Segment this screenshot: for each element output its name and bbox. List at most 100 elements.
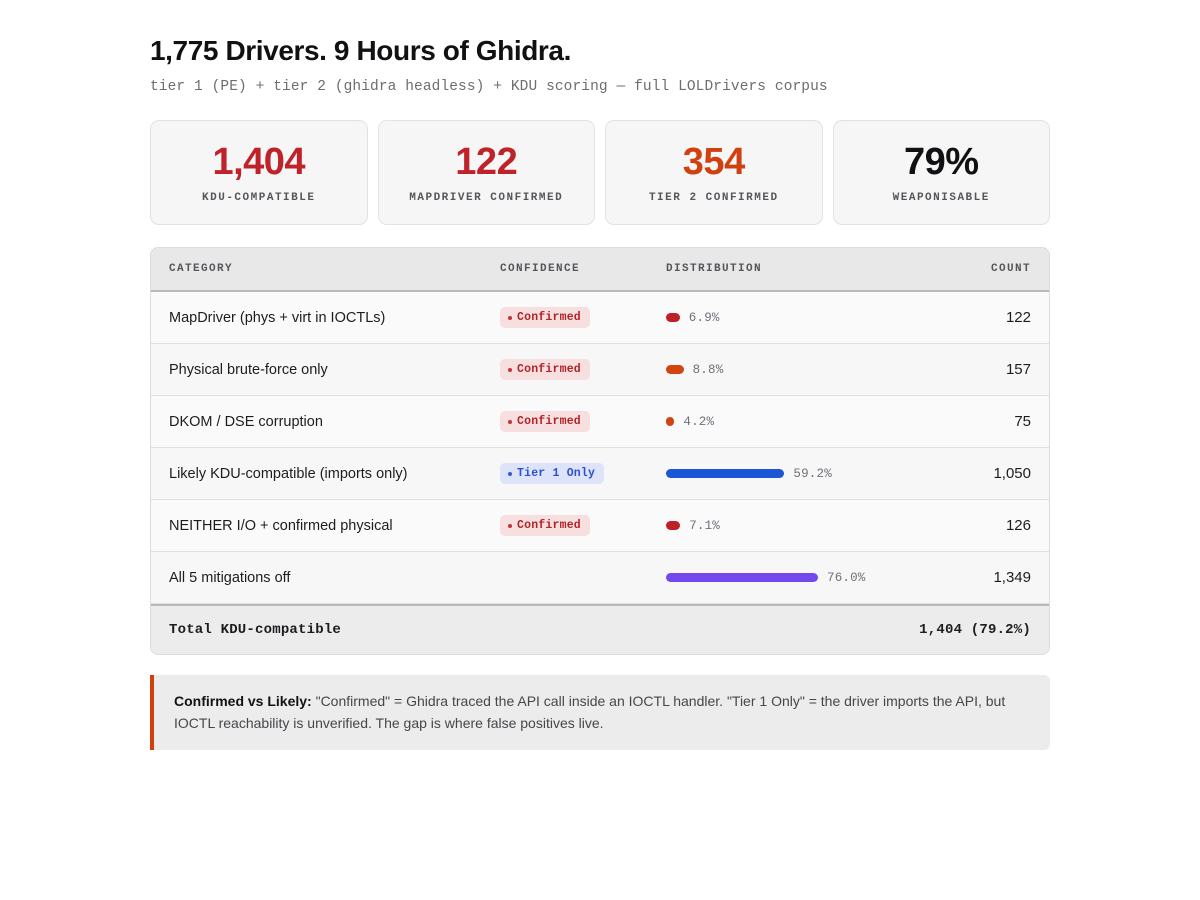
cell-distribution: 59.2% <box>666 467 921 481</box>
cell-distribution: 4.2% <box>666 415 921 429</box>
status-dot-icon <box>508 367 512 372</box>
content-container: 1,775 Drivers. 9 Hours of Ghidra. tier 1… <box>150 0 1050 750</box>
status-dot-icon <box>508 315 512 320</box>
table-header-row: CATEGORY CONFIDENCE DISTRIBUTION COUNT <box>151 248 1049 292</box>
cell-category: MapDriver (phys + virt in IOCTLs) <box>169 309 500 327</box>
distribution-percent-label: 7.1% <box>689 518 720 533</box>
table-row[interactable]: Physical brute-force only Confirmed 8.8% 15… <box>151 344 1049 396</box>
cell-distribution: 76.0% <box>666 571 921 585</box>
distribution-percent-label: 8.8% <box>692 362 724 377</box>
cell-distribution: 8.8% <box>666 363 921 377</box>
cell-category: Likely KDU-compatible (imports only) <box>169 465 500 483</box>
stat-value: 79% <box>903 141 979 183</box>
status-badge-label: Confirmed <box>517 519 581 533</box>
column-header-confidence: CONFIDENCE <box>500 263 581 275</box>
count-value: 122 <box>1005 308 1031 326</box>
category-label: NEITHER I/O + confirmed physical <box>169 517 393 534</box>
stat-card-weaponisable: 79% WEAPONISABLE <box>832 120 1050 225</box>
distribution-bar-track <box>666 573 818 582</box>
cell-count: 75 <box>921 413 1031 431</box>
cell-category: NEITHER I/O + confirmed physical <box>169 517 500 535</box>
category-label: All 5 mitigations off <box>169 569 291 586</box>
table-row[interactable]: All 5 mitigations off 76.0% 1,349 <box>151 552 1049 604</box>
distribution-bar-track <box>666 365 684 374</box>
count-value: 1,349 <box>993 568 1031 586</box>
table-body: MapDriver (phys + virt in IOCTLs) Confirm… <box>151 292 1049 604</box>
status-badge: Confirmed <box>500 359 590 381</box>
cell-count: 1,050 <box>921 465 1031 483</box>
note-body: "Confirmed" = Ghidra traced the API call… <box>174 693 1006 731</box>
distribution-percent-label: 6.9% <box>688 310 720 325</box>
status-badge: Confirmed <box>500 515 590 537</box>
distribution-bar-fill <box>666 573 818 582</box>
status-badge: Confirmed <box>500 307 590 329</box>
status-badge-label: Confirmed <box>517 363 581 377</box>
stat-card-kdu-compatible: 1,404 KDU-COMPATIBLE <box>150 120 368 225</box>
status-badge: Tier 1 Only <box>500 463 605 485</box>
table-row[interactable]: DKOM / DSE corruption Confirmed 4.2% 75 <box>151 396 1049 448</box>
status-badge-label: Tier 1 Only <box>517 467 596 481</box>
cell-confidence: Confirmed <box>500 515 666 537</box>
distribution-bar-track <box>666 313 680 322</box>
cell-confidence: Confirmed <box>500 307 666 329</box>
page-subtitle: tier 1 (PE) + tier 2 (ghidra headless) +… <box>150 79 828 95</box>
category-label: Likely KDU-compatible (imports only) <box>169 465 408 482</box>
table-row[interactable]: MapDriver (phys + virt in IOCTLs) Confirm… <box>151 292 1049 344</box>
cell-confidence: Confirmed <box>500 411 666 433</box>
cell-category: Physical brute-force only <box>169 361 500 379</box>
distribution-percent-label: 76.0% <box>827 570 866 585</box>
category-label: DKOM / DSE corruption <box>169 413 323 430</box>
status-badge: Confirmed <box>500 411 590 433</box>
count-value: 75 <box>1014 412 1031 430</box>
page-title: 1,775 Drivers. 9 Hours of Ghidra. <box>150 35 571 66</box>
cell-category: All 5 mitigations off <box>169 569 500 587</box>
table-footer-row: Total KDU-compatible 1,404 (79.2%) <box>151 604 1049 654</box>
stat-label: KDU-COMPATIBLE <box>202 192 316 204</box>
count-value: 126 <box>1005 516 1031 534</box>
column-header-distribution: DISTRIBUTION <box>666 263 763 275</box>
distribution-bar-track <box>666 417 675 426</box>
distribution-percent-label: 4.2% <box>683 414 715 429</box>
cell-category: DKOM / DSE corruption <box>169 413 500 431</box>
status-dot-icon <box>508 471 512 476</box>
status-dot-icon <box>508 523 512 528</box>
stat-label: MAPDRIVER CONFIRMED <box>409 192 564 204</box>
category-label: MapDriver (phys + virt in IOCTLs) <box>169 309 386 326</box>
distribution-percent-label: 59.2% <box>793 466 832 481</box>
cell-count: 1,349 <box>921 569 1031 587</box>
distribution-bar-fill <box>666 313 680 322</box>
stat-card-group: 1,404 KDU-COMPATIBLE 122 MAPDRIVER CONFI… <box>150 120 1050 225</box>
total-value: 1,404 (79.2%) <box>919 622 1031 638</box>
count-value: 1,050 <box>993 464 1031 482</box>
status-badge-label: Confirmed <box>517 311 581 325</box>
stat-card-mapdriver-confirmed: 122 MAPDRIVER CONFIRMED <box>377 120 595 225</box>
column-header-category: CATEGORY <box>169 263 234 275</box>
total-label: Total KDU-compatible <box>169 622 342 638</box>
cell-count: 122 <box>921 309 1031 327</box>
distribution-bar-fill <box>666 365 684 374</box>
count-value: 157 <box>1005 360 1031 378</box>
distribution-bar-fill <box>666 417 675 426</box>
stat-label: WEAPONISABLE <box>892 192 990 204</box>
cell-count: 157 <box>921 361 1031 379</box>
distribution-bar-track <box>666 469 785 478</box>
stat-value: 122 <box>455 141 518 183</box>
distribution-bar-fill <box>666 521 681 530</box>
note-lead: Confirmed vs Likely: <box>174 693 312 709</box>
table-row[interactable]: Likely KDU-compatible (imports only) Tier… <box>151 448 1049 500</box>
stat-card-tier2-confirmed: 354 TIER 2 CONFIRMED <box>605 120 823 225</box>
status-dot-icon <box>508 419 512 424</box>
stat-value: 354 <box>682 141 745 183</box>
category-label: Physical brute-force only <box>169 361 328 378</box>
note-text: Confirmed vs Likely: "Confirmed" = Ghidr… <box>174 690 1030 734</box>
distribution-bar-track <box>666 521 681 530</box>
stat-value: 1,404 <box>212 141 306 183</box>
table-row[interactable]: NEITHER I/O + confirmed physical Confirme… <box>151 500 1049 552</box>
column-header-count: COUNT <box>990 263 1031 275</box>
cell-count: 126 <box>921 517 1031 535</box>
note-callout: Confirmed vs Likely: "Confirmed" = Ghidr… <box>150 675 1050 750</box>
cell-distribution: 7.1% <box>666 519 921 533</box>
cell-confidence: Confirmed <box>500 359 666 381</box>
status-badge-label: Confirmed <box>517 415 581 429</box>
